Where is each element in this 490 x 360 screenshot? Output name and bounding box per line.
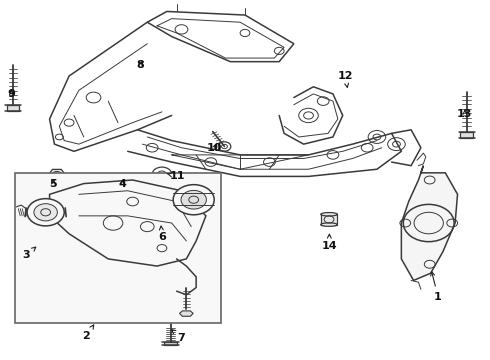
- Text: 13: 13: [457, 109, 472, 119]
- Polygon shape: [49, 180, 206, 266]
- Text: 12: 12: [338, 71, 353, 87]
- Text: 14: 14: [321, 234, 337, 251]
- Text: 11: 11: [167, 171, 185, 181]
- Text: 2: 2: [82, 325, 94, 341]
- Text: 5: 5: [49, 179, 57, 189]
- Bar: [15, 173, 221, 323]
- Text: 6: 6: [158, 226, 166, 242]
- Polygon shape: [6, 105, 19, 111]
- Bar: [321, 214, 337, 225]
- Text: 3: 3: [22, 247, 36, 260]
- Ellipse shape: [321, 212, 337, 216]
- Circle shape: [173, 185, 214, 215]
- Text: 1: 1: [431, 272, 442, 302]
- Polygon shape: [164, 342, 177, 346]
- Circle shape: [27, 199, 64, 226]
- Text: 10: 10: [207, 143, 222, 153]
- Ellipse shape: [321, 223, 337, 226]
- Polygon shape: [179, 311, 193, 316]
- Text: 9: 9: [7, 89, 15, 99]
- Polygon shape: [461, 132, 473, 138]
- Text: 4: 4: [119, 179, 127, 189]
- Text: 7: 7: [172, 330, 185, 343]
- Circle shape: [34, 204, 57, 221]
- Polygon shape: [401, 166, 458, 280]
- Circle shape: [181, 190, 206, 209]
- Text: 8: 8: [136, 60, 144, 70]
- Polygon shape: [48, 170, 66, 181]
